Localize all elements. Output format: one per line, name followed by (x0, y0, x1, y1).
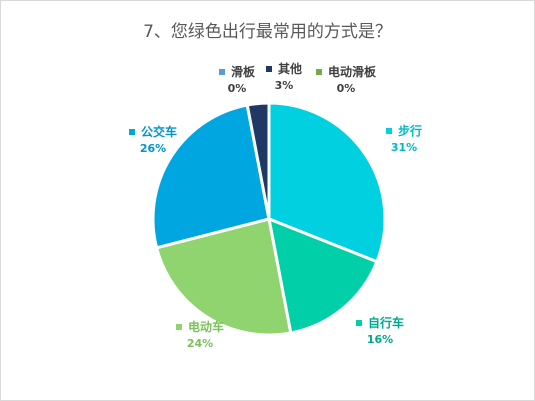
legend-marker-4 (129, 129, 135, 135)
category-label-5: 滑板 (231, 64, 256, 79)
legend-marker-7 (316, 69, 322, 75)
data-label-6: 其他 3% (266, 61, 302, 92)
data-label-7: 电动滑板 0% (316, 64, 377, 95)
value-label-1: 31% (391, 141, 417, 154)
value-label-6: 3% (275, 79, 294, 92)
value-label-4: 26% (140, 142, 166, 155)
value-label-3: 24% (187, 337, 213, 350)
category-label-1: 步行 (398, 123, 422, 138)
data-label-1: 步行 31% (386, 123, 422, 154)
legend-marker-2 (356, 320, 362, 326)
chart-title: 7、您绿色出行最常用的方式是？ (143, 22, 392, 42)
data-label-5: 滑板 0% (219, 64, 256, 95)
value-label-7: 0% (337, 82, 356, 95)
pie-slice-6 (245, 101, 271, 221)
category-label-7: 电动滑板 (328, 64, 377, 79)
category-label-3: 电动车 (188, 319, 224, 334)
data-label-2: 自行车 16% (356, 315, 404, 346)
pie-slice-4 (151, 103, 271, 250)
category-label-6: 其他 (278, 61, 302, 76)
legend-marker-6 (266, 66, 272, 72)
legend-marker-1 (386, 128, 392, 134)
data-label-4: 公交车 26% (129, 124, 177, 155)
value-label-5: 0% (228, 82, 247, 95)
value-label-2: 16% (367, 333, 393, 346)
pie-slice-1 (267, 101, 387, 264)
pie-slice-2 (267, 217, 379, 335)
pie-slice-3 (155, 217, 293, 337)
category-label-2: 自行车 (368, 315, 404, 330)
category-label-4: 公交车 (141, 124, 177, 139)
data-label-3: 电动车 24% (176, 319, 224, 350)
legend-marker-3 (176, 324, 182, 330)
legend-marker-5 (219, 69, 225, 75)
